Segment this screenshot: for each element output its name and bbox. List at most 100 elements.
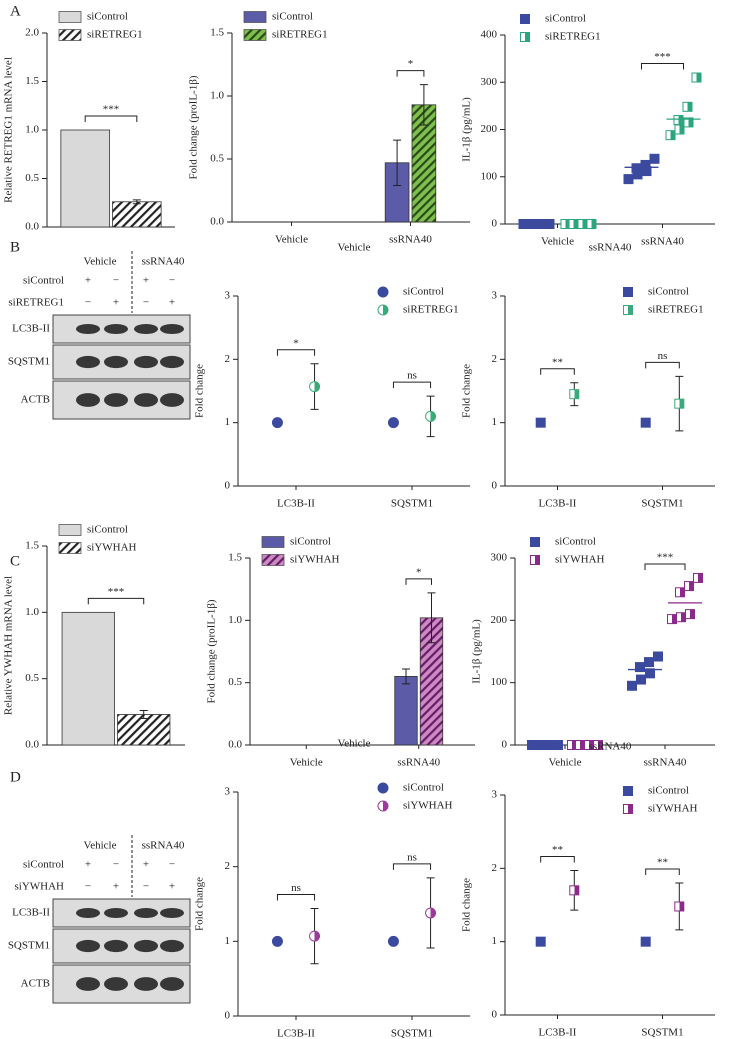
chart-title: ssRNA40 <box>589 741 632 753</box>
x-tick-label: Vehicle <box>549 757 582 769</box>
blot-band <box>160 939 184 953</box>
significance-bracket <box>396 70 425 77</box>
significance-label: * <box>416 566 422 578</box>
x-tick-label: LC3B-II <box>539 1027 577 1039</box>
marker <box>425 907 437 919</box>
panel-letter: A <box>10 3 21 19</box>
legend-swatch <box>58 524 82 536</box>
marker <box>530 537 540 547</box>
blot-band <box>160 977 184 991</box>
blot-row-label: siRETREG1 <box>8 297 64 309</box>
marker <box>553 740 563 750</box>
legend-label: siControl <box>648 286 689 298</box>
legend-swatch <box>58 11 82 23</box>
significance-bracket <box>540 368 575 375</box>
significance-bracket <box>276 893 316 901</box>
y-tick-label: 1.0 <box>25 124 39 136</box>
error-bar <box>393 139 402 186</box>
significance-label: ns <box>407 851 417 863</box>
legend-label: siControl <box>87 11 128 23</box>
bar <box>394 676 418 746</box>
legend-label: siYWHAH <box>555 554 605 566</box>
blot-sign: + <box>113 297 119 309</box>
error-bar <box>132 199 141 205</box>
panel-letter: B <box>10 239 20 255</box>
error-bar <box>402 668 410 685</box>
legend-swatch <box>58 29 82 41</box>
blot-sign: + <box>169 297 175 309</box>
blot-band <box>104 393 128 407</box>
blot-band <box>104 323 128 335</box>
marker <box>623 287 633 297</box>
marker <box>377 286 389 298</box>
y-tick-label: 0.0 <box>210 216 224 228</box>
legend-label: siControl <box>87 524 128 536</box>
y-tick-label: 1.5 <box>210 27 224 39</box>
significance-label: ns <box>291 882 301 894</box>
blot-sign: + <box>143 859 149 871</box>
marker <box>623 804 633 814</box>
marker <box>623 305 633 315</box>
blot-band <box>76 977 100 991</box>
x-tick-label: Vehicle <box>541 236 574 248</box>
marker <box>377 800 389 812</box>
y-axis-label: IL-1β (pg/mL) <box>461 97 473 162</box>
blot-header: Vehicle <box>84 840 117 852</box>
marker <box>544 219 555 229</box>
y-tick-label: 1.0 <box>228 614 242 626</box>
marker <box>575 740 585 750</box>
y-tick-label: 1.0 <box>210 90 224 102</box>
y-tick-label: 0.5 <box>25 172 39 184</box>
y-tick-label: 0.5 <box>25 672 39 684</box>
legend-label: siControl <box>403 782 444 794</box>
blot-sign: − <box>85 881 91 893</box>
legend-label: siYWHAH <box>648 803 698 815</box>
y-axis-label: Fold change <box>461 878 473 932</box>
error-bar <box>419 84 428 126</box>
marker <box>685 609 695 620</box>
x-tick-label: SQSTM1 <box>391 498 433 510</box>
legend-label: siRETREG1 <box>403 304 459 316</box>
marker <box>530 555 540 565</box>
y-tick-label: 0 <box>225 1010 231 1022</box>
marker <box>640 936 651 947</box>
significance-label: * <box>408 58 414 70</box>
significance-bracket <box>405 578 432 585</box>
marker <box>693 572 703 583</box>
bar <box>112 201 162 228</box>
legend-label: siRETREG1 <box>272 29 328 41</box>
y-tick-label: 100 <box>481 170 498 182</box>
y-axis-label: Relative YWHAH mRNA level <box>3 576 15 715</box>
y-tick-label: 3 <box>225 290 231 302</box>
significance-label: *** <box>103 104 120 116</box>
blot-band <box>104 939 128 953</box>
marker <box>535 219 546 229</box>
blot-sign: − <box>85 297 91 309</box>
blot-band-label: SQSTM1 <box>8 356 50 368</box>
y-axis-label: Fold change <box>194 364 206 418</box>
marker <box>271 417 283 429</box>
blot-sign: + <box>143 275 149 287</box>
blot-sign: + <box>85 859 91 871</box>
y-tick-label: 1 <box>225 416 231 428</box>
chart-title: ssRNA40 <box>589 242 632 254</box>
y-tick-label: 0 <box>492 1009 498 1021</box>
legend-swatch <box>243 29 267 41</box>
bar <box>61 611 115 746</box>
marker <box>387 935 399 947</box>
bar <box>60 129 110 228</box>
blot-sign: + <box>169 881 175 893</box>
legend-label: siControl <box>272 11 313 23</box>
y-tick-label: 1 <box>492 935 498 947</box>
legend-label: siControl <box>555 536 596 548</box>
y-tick-label: 2 <box>492 353 498 365</box>
significance-bracket <box>87 597 145 605</box>
marker <box>676 612 686 623</box>
marker <box>535 936 546 947</box>
significance-bracket <box>645 868 680 875</box>
significance-bracket <box>276 349 316 356</box>
y-tick-label: 200 <box>481 123 498 135</box>
significance-label: *** <box>657 551 674 563</box>
